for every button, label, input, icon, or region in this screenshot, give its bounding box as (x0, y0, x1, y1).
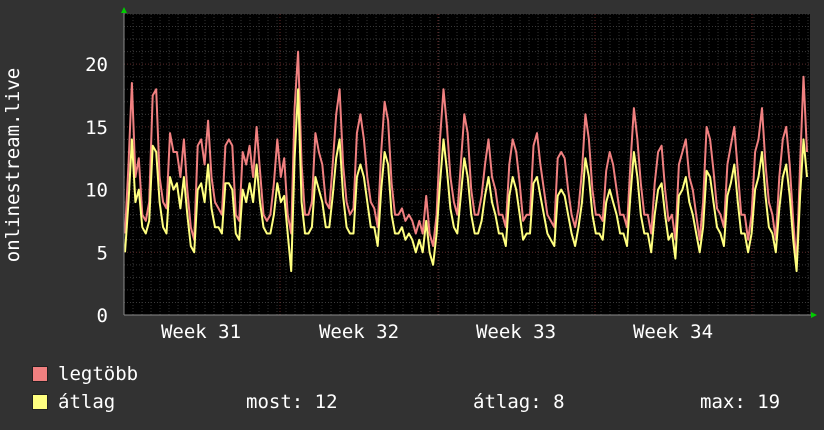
y-tick-label: 0 (97, 305, 108, 327)
stat-now: most: 12 (246, 391, 338, 413)
x-tick-label: Week 32 (319, 321, 399, 343)
legend-swatch-max (32, 366, 48, 382)
stat-max: max: 19 (700, 391, 781, 413)
stat-average: átlag: 8 (473, 391, 565, 413)
x-tick-label: Week 34 (633, 321, 713, 343)
y-tick-label: 20 (85, 54, 108, 76)
y-axis-arrow-icon (121, 7, 127, 13)
legend-label-avg: átlag (58, 391, 116, 413)
y-tick-label: 5 (97, 242, 108, 264)
series-line-max (124, 50, 808, 266)
y-axis-label: onlinestream.live (2, 68, 24, 262)
legend-swatch-avg (32, 394, 48, 410)
legend-label-max: legtöbb (58, 363, 139, 385)
x-tick-label: Week 31 (161, 321, 241, 343)
y-tick-label: 15 (85, 117, 108, 139)
series-line-average (124, 88, 808, 273)
y-tick-label: 10 (85, 180, 108, 202)
x-axis-arrow-icon (811, 312, 817, 318)
x-tick-label: Week 33 (476, 321, 556, 343)
